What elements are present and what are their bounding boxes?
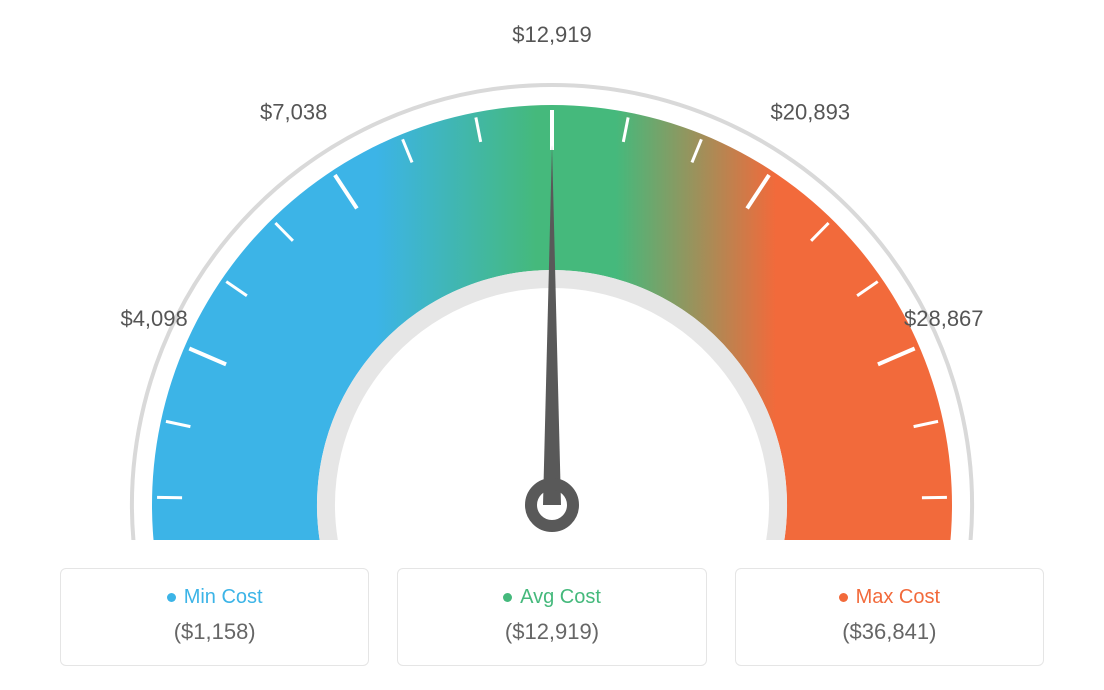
gauge-tick-label: $7,038 bbox=[260, 99, 327, 124]
legend-title-max: Max Cost bbox=[839, 587, 940, 607]
legend-label-max: Max Cost bbox=[856, 587, 940, 607]
gauge-tick-label: $20,893 bbox=[771, 99, 851, 124]
legend-label-min: Min Cost bbox=[184, 587, 263, 607]
legend-value-avg: ($12,919) bbox=[410, 619, 693, 645]
cost-gauge-container: $1,158$4,098$7,038$12,919$20,893$28,867$… bbox=[20, 20, 1084, 666]
legend-title-avg: Avg Cost bbox=[503, 587, 601, 607]
legend-dot-min bbox=[167, 593, 176, 602]
gauge-tick-label: $4,098 bbox=[120, 306, 187, 331]
legend-title-min: Min Cost bbox=[167, 587, 263, 607]
legend-card-avg: Avg Cost ($12,919) bbox=[397, 568, 706, 666]
legend-row: Min Cost ($1,158) Avg Cost ($12,919) Max… bbox=[20, 568, 1084, 666]
legend-dot-avg bbox=[503, 593, 512, 602]
legend-dot-max bbox=[839, 593, 848, 602]
gauge-tick-label: $12,919 bbox=[512, 22, 592, 47]
legend-card-max: Max Cost ($36,841) bbox=[735, 568, 1044, 666]
legend-value-min: ($1,158) bbox=[73, 619, 356, 645]
gauge-tick-label: $28,867 bbox=[904, 306, 984, 331]
legend-card-min: Min Cost ($1,158) bbox=[60, 568, 369, 666]
legend-label-avg: Avg Cost bbox=[520, 587, 601, 607]
legend-value-max: ($36,841) bbox=[748, 619, 1031, 645]
cost-gauge-chart: $1,158$4,098$7,038$12,919$20,893$28,867$… bbox=[20, 20, 1084, 540]
